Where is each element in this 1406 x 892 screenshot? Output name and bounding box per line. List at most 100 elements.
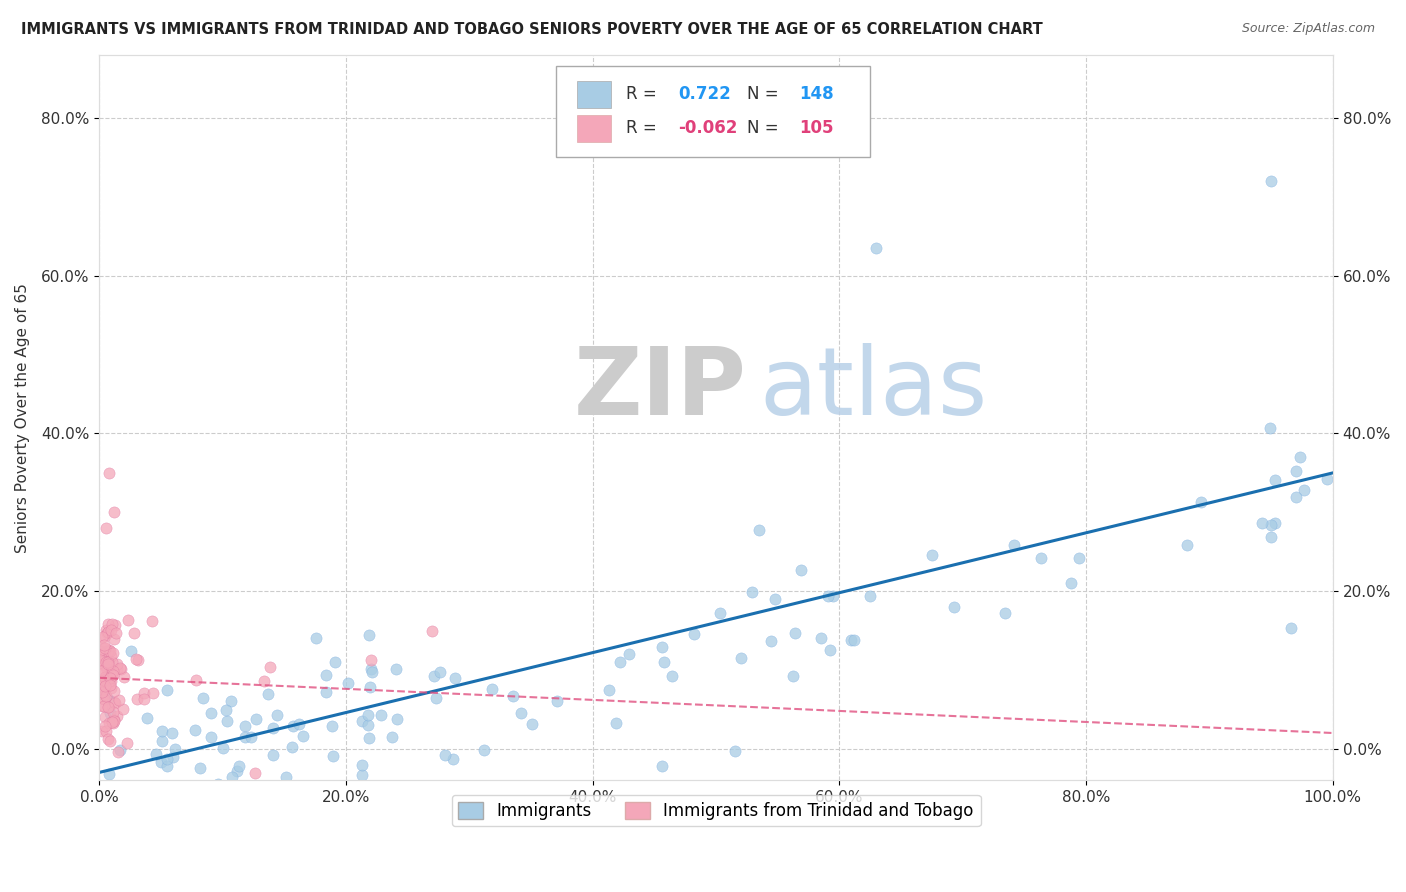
- Point: [1029, 550, 1052, 565]
- Point: [652, 655, 675, 669]
- Point: [605, 716, 627, 731]
- Point: [156, 752, 179, 766]
- Point: [101, 617, 124, 632]
- Point: [1288, 450, 1310, 465]
- Point: [305, 631, 328, 645]
- Point: [1279, 621, 1302, 635]
- Point: [105, 708, 128, 723]
- Point: [1260, 518, 1282, 533]
- Point: [921, 548, 943, 562]
- Point: [1264, 516, 1286, 530]
- Point: [472, 743, 495, 757]
- Point: [193, 691, 215, 706]
- Point: [125, 652, 148, 666]
- Point: [98, 662, 121, 676]
- Point: [96, 662, 118, 676]
- Point: [89, 653, 111, 667]
- Point: [842, 632, 865, 647]
- Point: [817, 589, 839, 603]
- Point: [104, 618, 127, 632]
- Point: [510, 706, 533, 720]
- Point: [103, 664, 125, 678]
- Point: [1260, 530, 1282, 544]
- Point: [90, 665, 112, 679]
- Point: [425, 690, 447, 705]
- Point: [381, 730, 404, 744]
- Point: [170, 781, 193, 796]
- Point: [90, 647, 112, 661]
- Point: [98, 466, 121, 480]
- Point: [100, 681, 122, 695]
- Point: [90, 676, 112, 690]
- Point: [232, 781, 254, 796]
- Point: [91, 678, 114, 692]
- Point: [90, 654, 112, 668]
- Point: [97, 617, 120, 632]
- Point: [188, 761, 211, 775]
- Point: [162, 749, 184, 764]
- Point: [103, 505, 125, 519]
- Point: [598, 683, 620, 698]
- Point: [219, 694, 242, 708]
- Point: [117, 613, 139, 627]
- Point: [350, 758, 373, 772]
- Point: [91, 682, 114, 697]
- Point: [1002, 538, 1025, 552]
- Point: [98, 671, 121, 685]
- Point: [291, 729, 314, 743]
- Point: [207, 777, 229, 791]
- Point: [98, 644, 121, 658]
- Point: [617, 647, 640, 661]
- Point: [96, 781, 118, 796]
- Point: [101, 716, 124, 731]
- Point: [91, 657, 114, 672]
- Point: [96, 691, 118, 706]
- Point: [160, 781, 183, 796]
- Point: [96, 699, 118, 714]
- Point: [200, 731, 222, 745]
- Point: [266, 707, 288, 722]
- Point: [100, 734, 122, 748]
- Point: [387, 712, 409, 726]
- Point: [609, 655, 631, 669]
- Point: [94, 521, 117, 535]
- Point: [101, 668, 124, 682]
- Point: [97, 642, 120, 657]
- Point: [97, 699, 120, 714]
- Point: [134, 691, 156, 706]
- Point: [276, 770, 298, 784]
- Point: [165, 781, 187, 796]
- Point: [132, 781, 155, 796]
- Point: [315, 668, 337, 682]
- Point: [1285, 464, 1308, 478]
- Point: [163, 741, 186, 756]
- Point: [763, 591, 786, 606]
- Point: [429, 665, 451, 679]
- Point: [1175, 538, 1198, 552]
- Point: [150, 734, 173, 748]
- Point: [97, 673, 120, 687]
- Point: [683, 627, 706, 641]
- Point: [103, 714, 125, 729]
- Point: [994, 606, 1017, 620]
- Point: [146, 780, 169, 795]
- Point: [823, 589, 845, 603]
- Point: [94, 629, 117, 643]
- Point: [257, 688, 280, 702]
- Point: [200, 706, 222, 721]
- Point: [142, 686, 165, 700]
- Point: [253, 674, 276, 689]
- Point: [443, 671, 465, 685]
- Point: [165, 781, 187, 796]
- Point: [90, 724, 112, 739]
- Point: [441, 752, 464, 766]
- Point: [942, 600, 965, 615]
- Point: [546, 694, 568, 708]
- Point: [107, 745, 129, 759]
- Point: [1260, 174, 1282, 188]
- Point: [93, 673, 115, 688]
- Point: [724, 744, 747, 758]
- Point: [360, 653, 382, 667]
- FancyBboxPatch shape: [555, 66, 870, 157]
- Point: [359, 628, 381, 642]
